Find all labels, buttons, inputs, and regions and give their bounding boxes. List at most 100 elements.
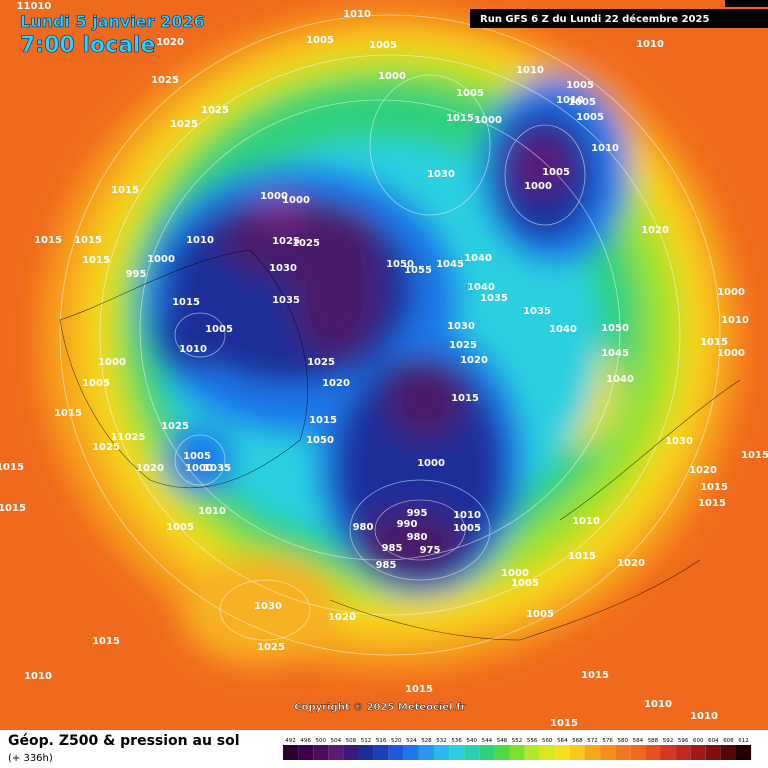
legend-scale-label: 564 [557, 738, 568, 744]
isobar-label: 1015 [54, 408, 82, 419]
legend-swatch [494, 745, 510, 760]
legend-swatch [569, 745, 585, 760]
legend-swatch [509, 745, 525, 760]
legend-scale-label: 552 [512, 738, 523, 744]
legend-swatch [630, 745, 646, 760]
isobar-label: 1015 [172, 297, 200, 308]
isobar-label: 1015 [82, 255, 110, 266]
isobar-label: 995 [407, 508, 428, 519]
legend-swatch [434, 745, 450, 760]
isobar-label: 1020 [328, 612, 356, 623]
isobar-label: 1025 [272, 236, 300, 247]
legend-swatch [343, 745, 359, 760]
isobar-label: 1045 [601, 348, 629, 359]
isobar-label: 1045 [436, 259, 464, 270]
isobar-label: 1005 [166, 522, 194, 533]
isobar-label: 1015 [698, 498, 726, 509]
isobar-label: 1000 [501, 568, 529, 579]
copyright: Copyright © 2025 Meteociel.fr [294, 702, 465, 713]
legend-scale-label: 572 [587, 738, 598, 744]
isobar-label: 1010 [24, 671, 52, 682]
isobar-label: 1005 [568, 97, 596, 108]
legend-swatch [705, 745, 721, 760]
isobar-label: 1015 [550, 718, 578, 729]
isobar-label: 1010 [186, 235, 214, 246]
isobar-label: 1015 [700, 337, 728, 348]
legend-scale-label: 504 [331, 738, 342, 744]
isobar-label: 1000 [717, 287, 745, 298]
legend-scale-label: 588 [648, 738, 659, 744]
isobar-label: 1055 [404, 265, 432, 276]
isobar-label: 985 [382, 543, 403, 554]
isobar-label: 1020 [156, 37, 184, 48]
isobar-label: 1015 [74, 235, 102, 246]
legend-scale-label: 512 [361, 738, 372, 744]
isobar-label: 1025 [292, 238, 320, 249]
legend-swatch [298, 745, 314, 760]
isobar-label: 1040 [464, 253, 492, 264]
legend-scale-label: 592 [663, 738, 674, 744]
isobar-label: 1005 [566, 80, 594, 91]
isobar-label: 1010 [572, 516, 600, 527]
isobar-label: 1025 [257, 642, 285, 653]
isobar-label: 1010 [453, 510, 481, 521]
corner-box [725, 0, 768, 7]
isobar-label: 1020 [617, 558, 645, 569]
legend-swatch [660, 745, 676, 760]
run-box [470, 9, 768, 28]
isobar-label: 1005 [526, 609, 554, 620]
isobar-label: 11010 [17, 1, 52, 12]
legend-scale-label: 496 [300, 738, 311, 744]
legend-scale-label: 492 [285, 738, 296, 744]
isobar-label: 1040 [467, 282, 495, 293]
legend: Géop. Z500 & pression au sol (+ 336h) 49… [0, 730, 768, 768]
isobar-label: 995 [126, 269, 147, 280]
isobar-label: 1005 [453, 523, 481, 534]
legend-swatch [388, 745, 404, 760]
isobar-label: 1020 [641, 225, 669, 236]
isobar-label: 1010 [591, 143, 619, 154]
run-info: Run GFS 6 Z du Lundi 22 décembre 2025 [480, 13, 709, 25]
legend-swatch [585, 745, 601, 760]
isobar-label: 1040 [549, 324, 577, 335]
isobar-label: 1005 [456, 88, 484, 99]
legend-swatch [524, 745, 540, 760]
isobar-label: 1030 [427, 169, 455, 180]
legend-swatch [313, 745, 329, 760]
isobar-label: 1010 [690, 711, 718, 722]
isobar-label: 1030 [665, 436, 693, 447]
isobar-label: 1015 [309, 415, 337, 426]
isobar-label: 1020 [460, 355, 488, 366]
legend-swatch [736, 745, 752, 760]
legend-swatch [615, 745, 631, 760]
isobar-label: 1025 [201, 105, 229, 116]
isobar-label: 1015 [0, 503, 26, 514]
isobar-label: 1040 [606, 374, 634, 385]
isobar-label: 1015 [581, 670, 609, 681]
isobar-label: 980 [407, 532, 428, 543]
isobar-label: 1015 [34, 235, 62, 246]
isobar-label: 1015 [111, 185, 139, 196]
isobar-label: 1020 [689, 465, 717, 476]
isobar-label: 1020 [136, 463, 164, 474]
isobar-label: 11025 [111, 432, 146, 443]
legend-swatch [479, 745, 495, 760]
isobar-label: 1015 [405, 684, 433, 695]
legend-title: Géop. Z500 & pression au sol [8, 733, 240, 749]
isobar-label: 1010 [721, 315, 749, 326]
isobar-label: 1010 [636, 39, 664, 50]
legend-scale-label: 556 [527, 738, 538, 744]
isobar-label: 975 [420, 545, 441, 556]
isobar-label: 1000 [378, 71, 406, 82]
forecast-time: 7:00 locale [20, 33, 155, 58]
isobar-label: 1015 [446, 113, 474, 124]
isobar-label: 1050 [386, 259, 414, 270]
isobar-label: 1005 [369, 40, 397, 51]
legend-swatch [358, 745, 374, 760]
forecast-date: Lundi 5 janvier 2026 [20, 12, 205, 31]
legend-scale-label: 604 [708, 738, 719, 744]
legend-scale-label: 524 [406, 738, 417, 744]
isobar-label: 1020 [322, 378, 350, 389]
isobar-label: 1005 [306, 35, 334, 46]
legend-scale-label: 608 [723, 738, 734, 744]
